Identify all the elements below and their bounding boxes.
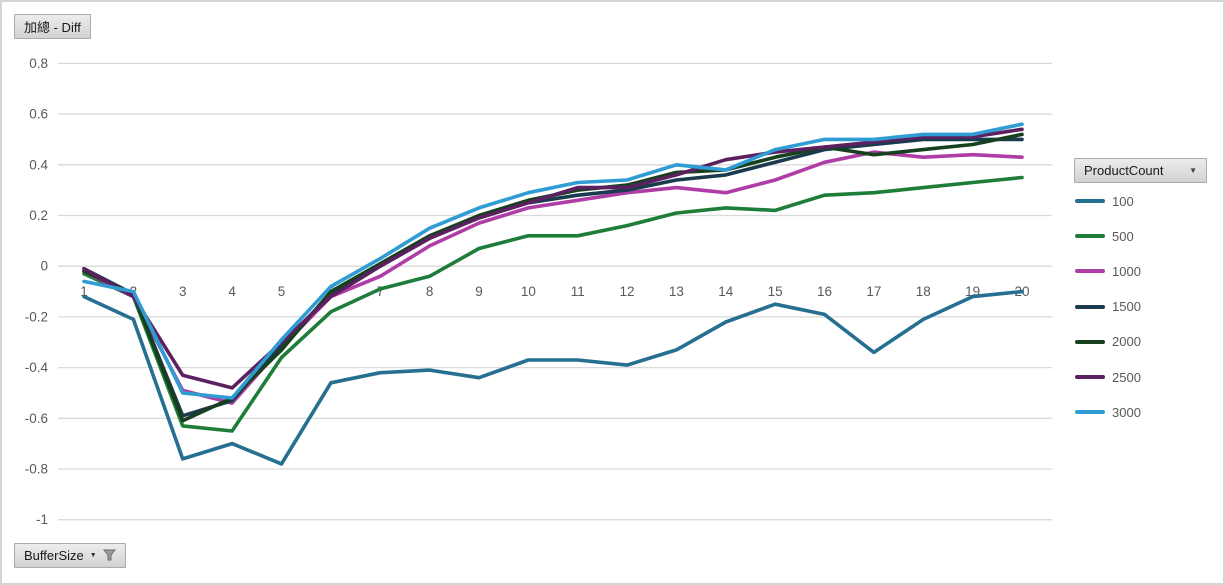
legend-swatch-500	[1075, 234, 1105, 239]
series-line-2000	[82, 132, 1024, 423]
x-axis-label: 8	[426, 284, 434, 299]
y-axis-label: -0.6	[25, 411, 48, 426]
legend-swatch-1000	[1075, 269, 1105, 274]
y-axis-label: 0.4	[29, 157, 48, 172]
x-axis-label: 16	[817, 284, 832, 299]
x-axis-label: 15	[768, 284, 783, 299]
x-axis-label: 4	[228, 284, 236, 299]
y-axis-label: 0	[40, 259, 48, 274]
legend-swatch-3000	[1075, 410, 1105, 415]
x-axis-label: 10	[521, 284, 536, 299]
series-line-1000	[82, 150, 1024, 405]
x-axis-label: 5	[278, 284, 286, 299]
legend-item-500: 500	[1075, 226, 1134, 246]
y-axis-label: 0.2	[29, 208, 48, 223]
legend-field-button[interactable]: ProductCount ▼	[1074, 158, 1207, 183]
series-line-1500	[82, 137, 1024, 418]
x-axis-label: 17	[866, 284, 881, 299]
y-axis-label: 0.8	[29, 56, 48, 71]
x-axis-label: 14	[718, 284, 734, 299]
legend-label: 1500	[1112, 299, 1141, 315]
legend-item-2500: 2500	[1075, 367, 1141, 387]
legend-item-1000: 1000	[1075, 261, 1141, 281]
legend-swatch-2500	[1075, 375, 1105, 379]
legend-item-3000: 3000	[1075, 402, 1141, 422]
series-line-3000	[82, 122, 1024, 400]
y-axis-label: -0.8	[25, 462, 48, 477]
x-axis-label: 1	[80, 284, 88, 299]
x-axis-label: 9	[475, 284, 483, 299]
x-axis-label: 7	[376, 284, 384, 299]
values-field-label: 加總 - Diff	[24, 20, 81, 35]
legend-label: 2000	[1112, 334, 1141, 350]
x-axis-label: 18	[916, 284, 931, 299]
y-axis-label: -0.2	[25, 309, 48, 324]
x-axis-label: 13	[669, 284, 684, 299]
chevron-down-icon: ▼	[1189, 165, 1197, 175]
filter-funnel-icon	[102, 549, 116, 561]
legend-label: 500	[1112, 228, 1134, 244]
legend-swatch-1500	[1075, 304, 1105, 309]
legend-item-1500: 1500	[1075, 297, 1141, 317]
legend-swatch-2000	[1075, 339, 1105, 344]
chevron-down-icon: ▼	[89, 552, 97, 559]
y-axis-label: -1	[36, 512, 48, 527]
y-axis-label: 0.6	[29, 107, 48, 122]
x-axis-label: 12	[620, 284, 635, 299]
x-axis-label: 3	[179, 284, 187, 299]
values-field-button[interactable]: 加總 - Diff	[14, 14, 91, 39]
legend-label: 100	[1112, 193, 1134, 209]
y-axis-label: -0.4	[25, 360, 49, 375]
legend-field-label: ProductCount	[1084, 163, 1164, 178]
axis-field-button[interactable]: BufferSize ▼	[14, 543, 126, 568]
legend-swatch-100	[1075, 199, 1105, 203]
series-line-100	[82, 289, 1024, 466]
legend-item-100: 100	[1075, 191, 1134, 211]
legend-label: 1000	[1112, 263, 1141, 279]
x-axis-label: 11	[571, 284, 585, 299]
series-line-500	[82, 175, 1024, 433]
axis-field-label: BufferSize	[24, 548, 84, 563]
legend-label: 2500	[1112, 369, 1141, 385]
legend-label: 3000	[1112, 404, 1141, 420]
legend-item-2000: 2000	[1075, 332, 1141, 352]
series-line-2500	[82, 127, 1024, 390]
